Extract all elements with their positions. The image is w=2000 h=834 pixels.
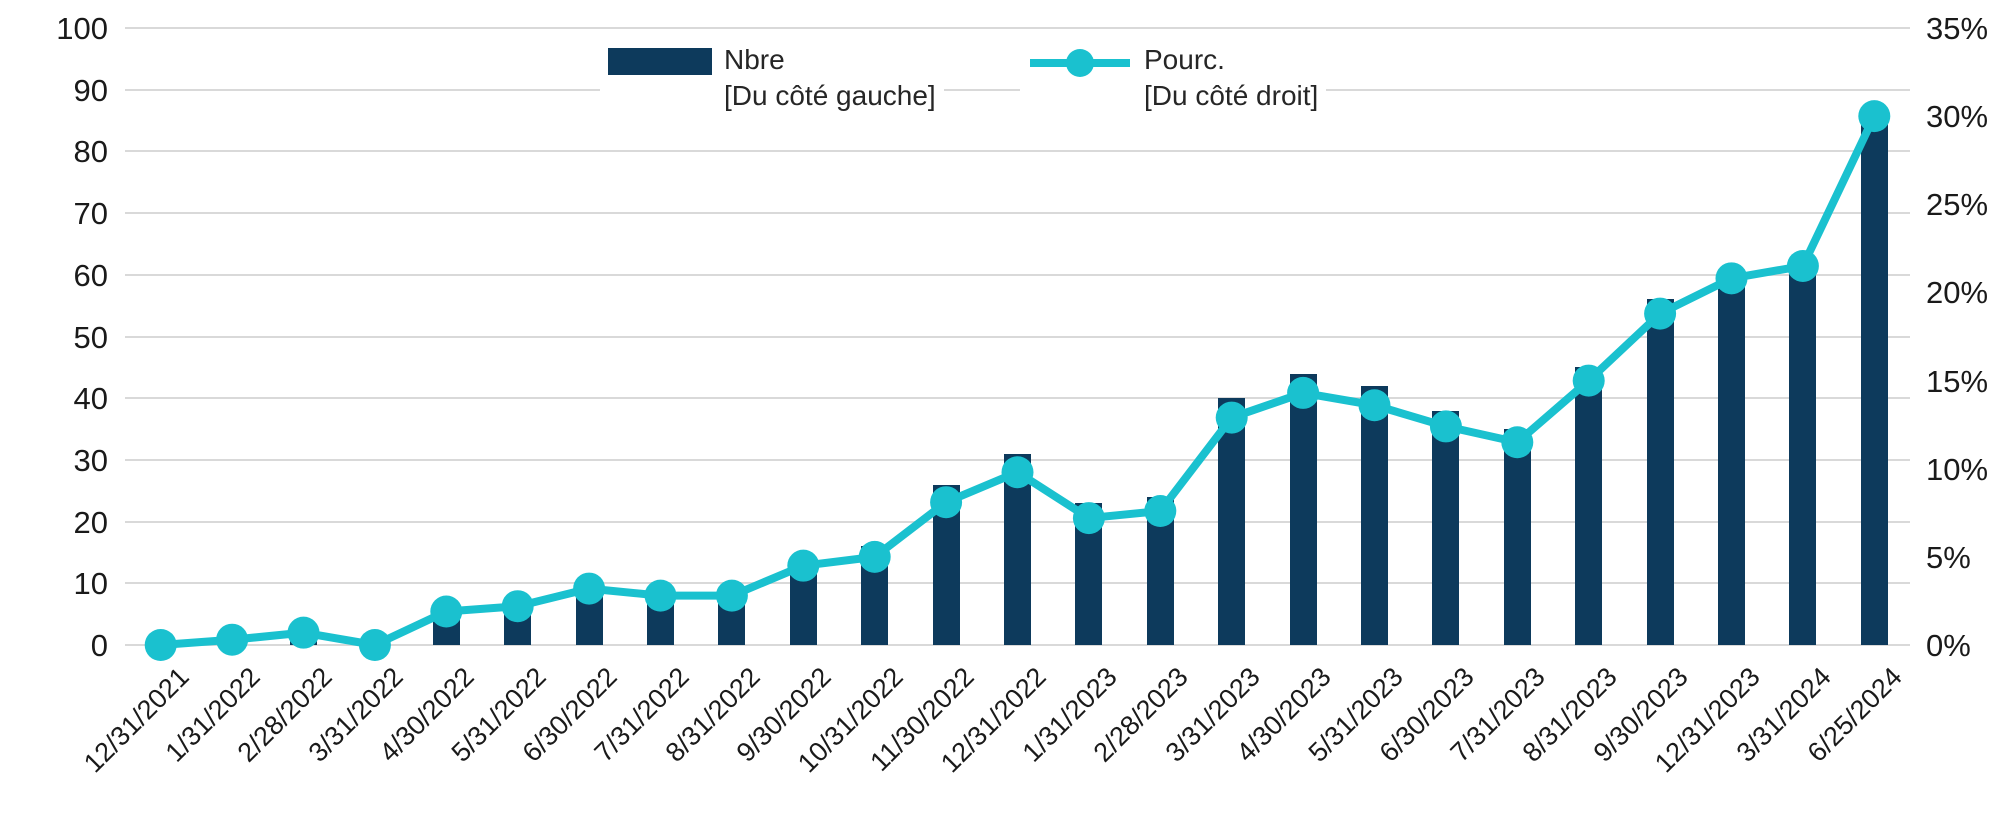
line-marker-2/28/2022 xyxy=(287,616,320,649)
line-marker-6/25/2024 xyxy=(1858,100,1891,133)
gridline xyxy=(125,644,1910,646)
bar-4/30/2023 xyxy=(1289,373,1317,645)
line-path xyxy=(160,114,1878,649)
line-marker-1/31/2022 xyxy=(216,623,249,656)
right-axis-tick-label: 35% xyxy=(1926,11,1989,46)
left-axis-tick-label: 20 xyxy=(73,504,108,540)
left-axis-tick-label: 40 xyxy=(73,381,108,417)
line-marker-5/31/2022 xyxy=(501,590,534,623)
bar-3/31/2024 xyxy=(1789,268,1817,645)
right-axis-tick-label: 10% xyxy=(1926,451,1989,487)
bar-6/30/2023 xyxy=(1432,410,1460,645)
gridline xyxy=(125,150,1910,153)
left-axis-tick-label: 80 xyxy=(73,134,108,170)
bar-12/31/2023 xyxy=(1718,280,1745,645)
line-marker-7/31/2022 xyxy=(644,579,677,612)
line-marker-6/30/2022 xyxy=(573,572,606,605)
line-marker-10/31/2022 xyxy=(858,540,891,573)
legend-label-nbre: Nbre xyxy=(724,44,785,75)
line-marker-11/30/2022 xyxy=(930,486,963,519)
right-axis-tick-label: 15% xyxy=(1926,363,1989,399)
right-axis-tick-label: 5% xyxy=(1926,539,1971,575)
line-marker-9/30/2022 xyxy=(787,549,820,582)
legend-note-pourc: [Du côté droit] xyxy=(1144,80,1319,111)
line-marker-7/31/2023 xyxy=(1501,426,1534,459)
gridline xyxy=(125,335,1910,338)
bar-7/31/2023 xyxy=(1503,429,1531,645)
bar-9/30/2023 xyxy=(1646,299,1674,645)
line-marker-12/31/2022 xyxy=(1001,456,1034,489)
line-marker-12/31/2021 xyxy=(144,629,177,661)
left-axis-tick-label: 70 xyxy=(73,196,108,232)
right-axis-tick-label: 20% xyxy=(1926,275,1989,311)
line-marker-4/30/2023 xyxy=(1287,376,1320,409)
line-marker-9/30/2023 xyxy=(1644,297,1677,330)
line-marker-3/31/2023 xyxy=(1215,401,1248,434)
legend-label-pourc: Pourc. xyxy=(1144,44,1225,75)
gridline xyxy=(125,27,1910,29)
bar-3/31/2023 xyxy=(1218,398,1246,645)
legend-item-pourc: Pourc. [Du côté droit] xyxy=(1020,38,1327,118)
bar-series-swatch xyxy=(608,48,712,75)
left-axis-tick-label: 0 xyxy=(90,628,108,663)
line-marker-2/28/2023 xyxy=(1144,495,1177,528)
line-marker-6/30/2023 xyxy=(1429,410,1462,443)
right-axis-tick-label: 30% xyxy=(1926,99,1989,135)
line-marker-1/31/2023 xyxy=(1072,502,1105,535)
line-marker-3/31/2024 xyxy=(1786,249,1819,282)
right-axis-tick-label: 0% xyxy=(1926,628,1971,663)
left-axis-tick-label: 100 xyxy=(56,11,108,46)
legend-note-nbre: [Du côté gauche] xyxy=(724,80,936,111)
line-marker-4/30/2022 xyxy=(430,595,463,628)
bar-5/31/2023 xyxy=(1361,385,1388,645)
left-axis-tick-label: 90 xyxy=(73,72,108,108)
line-marker-3/31/2022 xyxy=(358,629,391,661)
line-marker-8/31/2022 xyxy=(715,579,748,612)
line-marker-5/31/2023 xyxy=(1358,389,1391,422)
left-axis-tick-label: 50 xyxy=(73,319,108,355)
gridline xyxy=(125,212,1910,215)
left-axis-tick-label: 10 xyxy=(73,566,108,602)
line-marker-8/31/2023 xyxy=(1572,364,1605,397)
gridline xyxy=(125,273,1910,276)
bar-8/31/2023 xyxy=(1575,367,1603,645)
bar-6/25/2024 xyxy=(1860,108,1888,645)
left-axis-tick-label: 30 xyxy=(73,442,108,478)
gridline xyxy=(125,397,1910,400)
right-axis-tick-label: 25% xyxy=(1926,187,1989,223)
line-series-swatch-icon xyxy=(1030,49,1130,77)
left-axis-tick-label: 60 xyxy=(73,257,108,293)
legend-item-nbre: Nbre [Du côté gauche] xyxy=(600,38,944,118)
line-marker-12/31/2023 xyxy=(1715,262,1748,295)
gridline xyxy=(125,88,1910,91)
